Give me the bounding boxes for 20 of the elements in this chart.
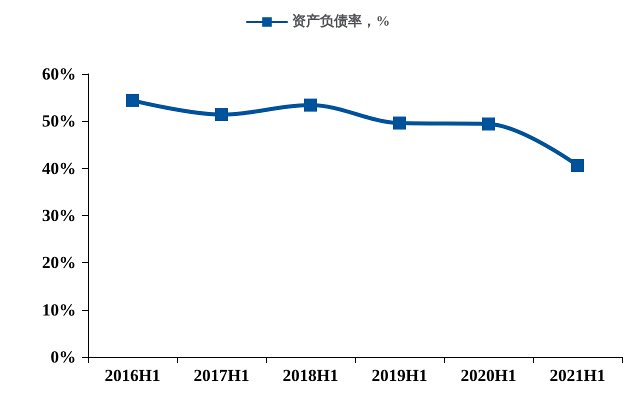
x-tick-label: 2016H1 <box>104 366 160 385</box>
y-tick-label: 0% <box>50 348 76 366</box>
y-tick-label: 10% <box>42 300 76 320</box>
x-tick-label: 2021H1 <box>550 366 606 385</box>
legend-label: 资产负债率，% <box>292 12 390 30</box>
y-tick-label: 30% <box>42 206 76 225</box>
point <box>215 108 228 122</box>
x-tick-label: 2018H1 <box>282 366 338 385</box>
point <box>482 117 495 130</box>
x-tick-label: 2020H1 <box>460 366 516 385</box>
point <box>571 159 584 172</box>
point <box>393 116 406 130</box>
x-tick-label: 2019H1 <box>372 366 428 385</box>
x-tick-label: 2017H1 <box>194 366 250 385</box>
point <box>126 94 139 107</box>
y-tick-label: 50% <box>42 112 76 131</box>
y-tick-label: 60% <box>42 64 76 84</box>
y-tick-label: 40% <box>42 158 76 178</box>
point <box>304 98 317 112</box>
y-tick-label: 20% <box>42 253 76 272</box>
